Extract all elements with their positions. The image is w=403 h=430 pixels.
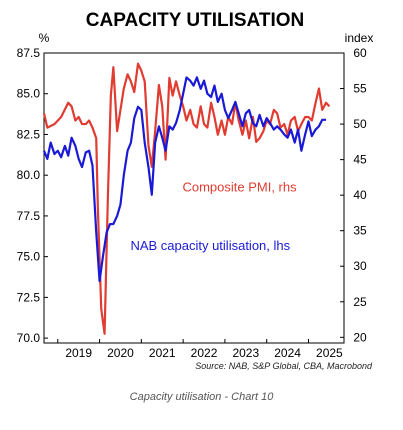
right-tick-label: 35 (353, 224, 367, 238)
composite-pmi-line (42, 62, 331, 335)
nab-capacity-label: NAB capacity utilisation, lhs (130, 238, 290, 253)
source-note: Source: NAB, S&P Global, CBA, Macrobond (195, 361, 373, 371)
right-axis-unit: index (345, 31, 374, 45)
right-tick-label: 45 (353, 153, 367, 167)
x-tick-label: 2025 (316, 346, 343, 360)
x-tick-label: 2020 (107, 346, 134, 360)
right-tick-label: 30 (353, 259, 367, 273)
figure-caption: Capacity utilisation - Chart 10 (129, 391, 274, 403)
right-tick-label: 40 (353, 188, 367, 202)
x-tick-label: 2021 (149, 346, 176, 360)
left-tick-label: 80.0 (17, 168, 41, 182)
left-tick-label: 70.0 (17, 331, 41, 345)
x-tick-label: 2019 (65, 346, 92, 360)
left-tick-label: 87.5 (17, 46, 41, 60)
right-tick-label: 25 (353, 295, 367, 309)
left-tick-label: 82.5 (17, 127, 41, 141)
right-axis: 60 55 50 45 40 35 30 25 20 (340, 46, 367, 344)
right-tick-label: 20 (353, 330, 367, 344)
right-tick-label: 50 (353, 117, 367, 131)
right-tick-label: 60 (353, 46, 367, 60)
left-tick-label: 72.5 (17, 290, 41, 304)
series-group (42, 62, 331, 335)
x-axis: 2019 2020 2021 2022 2023 2024 2025 (57, 339, 343, 360)
plot-area-frame (43, 52, 345, 344)
nab-capacity-line (42, 76, 327, 283)
x-tick-label: 2024 (274, 346, 301, 360)
annotations: Composite PMI, rhs NAB capacity utilisati… (130, 179, 297, 253)
left-axis-unit: % (39, 31, 50, 45)
right-tick-label: 55 (353, 82, 367, 96)
x-tick-label: 2022 (191, 346, 218, 360)
left-tick-label: 77.5 (17, 209, 41, 223)
composite-pmi-label: Composite PMI, rhs (182, 179, 297, 194)
left-axis: 87.5 85.0 82.5 80.0 77.5 75.0 72.5 70.0 (17, 46, 48, 345)
left-tick-label: 75.0 (17, 250, 41, 264)
left-tick-label: 85.0 (17, 87, 41, 101)
x-tick-label: 2023 (232, 346, 259, 360)
chart-title: CAPACITY UTILISATION (86, 10, 305, 31)
